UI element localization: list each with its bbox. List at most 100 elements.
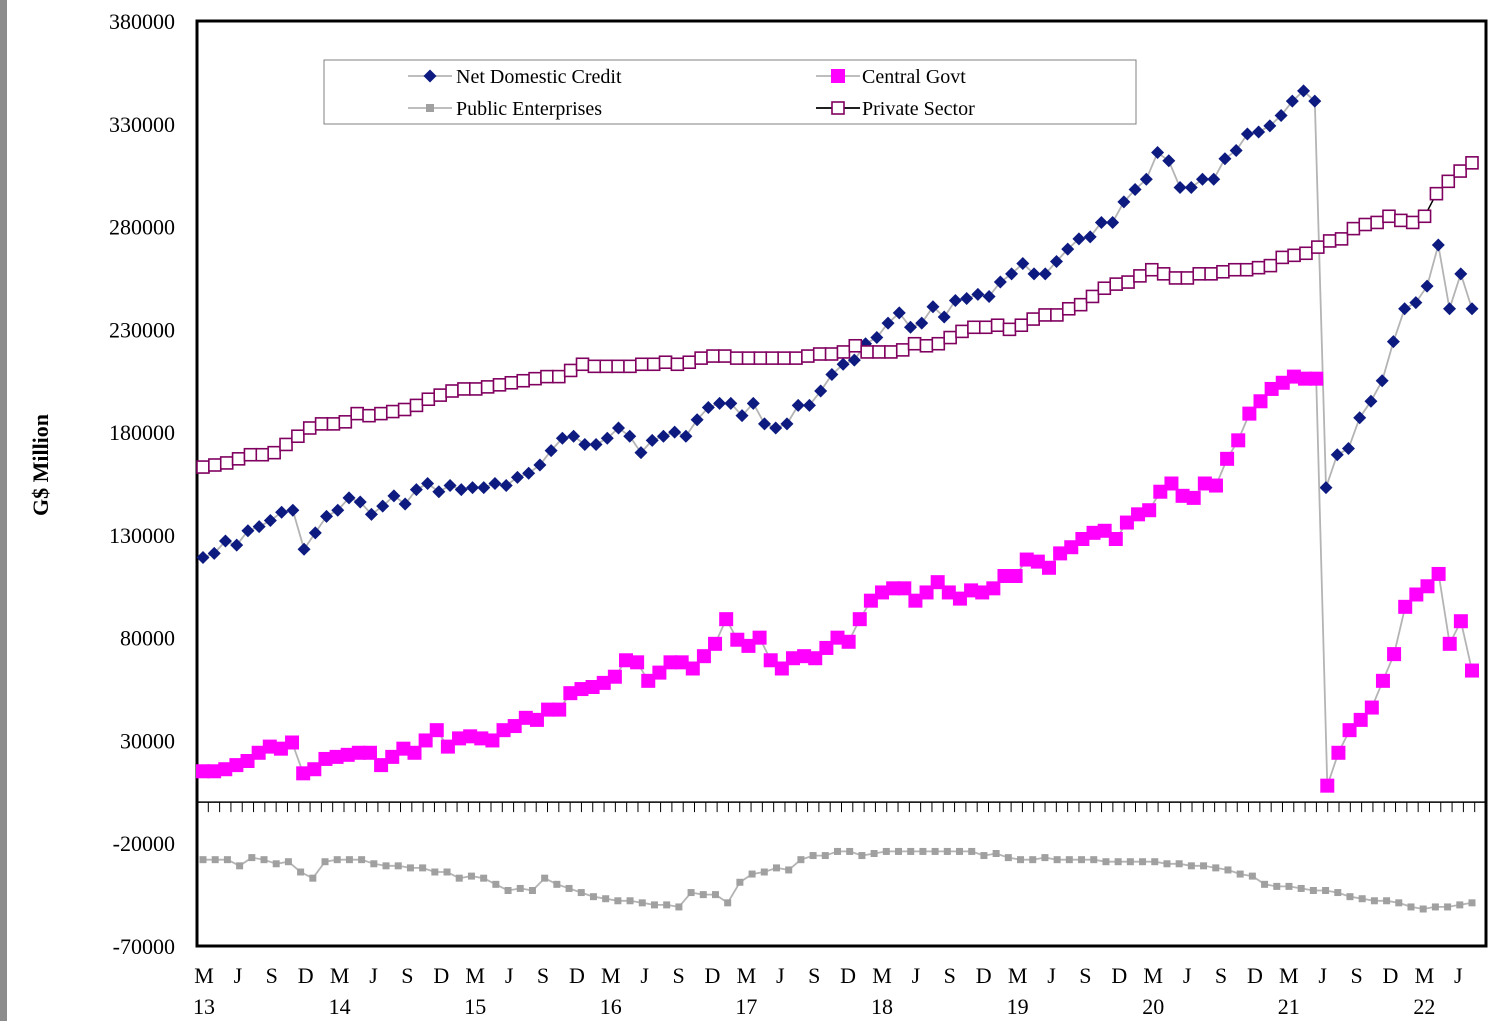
x-tick-label: S	[1350, 963, 1362, 988]
x-tick-label: J	[369, 963, 378, 988]
data-point	[895, 343, 910, 357]
x-tick-label: S	[1215, 963, 1227, 988]
data-point	[1184, 181, 1198, 194]
x-tick-label: D	[433, 963, 449, 988]
data-point	[585, 680, 600, 694]
data-point	[587, 359, 602, 374]
x-year-label: 14	[329, 994, 351, 1019]
data-point	[273, 741, 288, 756]
data-point	[1264, 381, 1279, 396]
data-point	[1016, 257, 1030, 271]
data-point	[875, 585, 890, 600]
data-point	[943, 847, 951, 855]
data-point	[619, 653, 633, 668]
data-point	[279, 437, 293, 452]
data-point	[1187, 862, 1195, 870]
data-point	[1192, 267, 1207, 281]
data-point	[1075, 532, 1090, 546]
data-point	[1273, 882, 1281, 890]
data-point	[1117, 195, 1131, 209]
data-point	[522, 466, 536, 480]
data-point	[1465, 663, 1479, 678]
data-point	[275, 505, 289, 519]
data-point	[1287, 248, 1301, 263]
x-tick-label: S	[672, 963, 684, 988]
data-point	[223, 856, 231, 864]
x-tick-label: J	[1454, 963, 1463, 988]
data-point	[528, 887, 536, 894]
legend-item-govt: Central Govt	[816, 66, 966, 88]
data-point	[884, 345, 898, 359]
data-point	[1173, 181, 1187, 194]
data-point	[529, 712, 544, 727]
data-point	[358, 856, 366, 864]
data-point	[445, 384, 459, 398]
data-point	[791, 398, 805, 412]
data-point	[1109, 277, 1124, 291]
data-point	[1322, 887, 1330, 894]
data-point	[931, 847, 939, 855]
data-point	[1004, 854, 1012, 862]
data-point	[1061, 301, 1076, 316]
data-point	[267, 445, 281, 460]
data-point	[892, 306, 906, 320]
x-tick-label: J	[1047, 963, 1056, 988]
x-tick-label: M	[465, 963, 485, 988]
data-point	[477, 481, 491, 495]
data-point	[641, 673, 656, 688]
data-point	[1468, 899, 1476, 907]
data-point	[1382, 209, 1396, 224]
data-point	[297, 542, 311, 556]
y-tick-label: 330000	[109, 112, 175, 137]
data-point	[650, 901, 658, 909]
data-point	[846, 847, 854, 855]
data-point	[836, 357, 850, 371]
data-point	[263, 514, 277, 527]
data-point	[397, 402, 412, 417]
data-point	[555, 431, 569, 445]
data-point	[1454, 267, 1468, 281]
data-point	[831, 101, 845, 115]
data-point	[1465, 302, 1479, 316]
data-point	[440, 739, 455, 754]
data-point	[937, 310, 951, 324]
data-point	[1342, 723, 1357, 738]
data-point	[1119, 515, 1134, 530]
x-tick-label: D	[298, 963, 314, 988]
data-point	[638, 899, 646, 907]
data-point	[396, 741, 411, 756]
data-point	[1175, 860, 1183, 868]
data-point	[612, 421, 626, 435]
data-point	[1429, 186, 1444, 201]
data-point	[302, 421, 317, 435]
data-point	[903, 320, 917, 334]
data-point	[1299, 246, 1313, 261]
data-point	[1443, 302, 1457, 316]
data-point	[964, 583, 979, 598]
data-point	[718, 349, 732, 363]
data-point	[986, 581, 1001, 596]
data-point	[1142, 503, 1157, 518]
data-point	[1442, 636, 1457, 651]
data-point	[207, 764, 222, 779]
legend-label: Public Enterprises	[456, 98, 602, 120]
data-point	[886, 581, 901, 596]
series-line	[203, 375, 1473, 786]
data-point	[1008, 569, 1023, 583]
data-point	[340, 747, 355, 762]
data-point	[1248, 872, 1256, 880]
data-point	[563, 686, 578, 701]
data-point	[729, 351, 744, 365]
data-point	[812, 347, 827, 361]
data-point	[675, 903, 683, 911]
data-point	[589, 893, 597, 901]
data-point	[1285, 882, 1293, 890]
data-point	[468, 382, 483, 396]
data-point	[687, 889, 695, 897]
data-point	[1027, 267, 1041, 281]
data-point	[1456, 901, 1464, 909]
data-point	[993, 275, 1007, 289]
data-point	[955, 324, 969, 339]
data-point	[1114, 858, 1122, 866]
data-point	[1002, 322, 1017, 337]
